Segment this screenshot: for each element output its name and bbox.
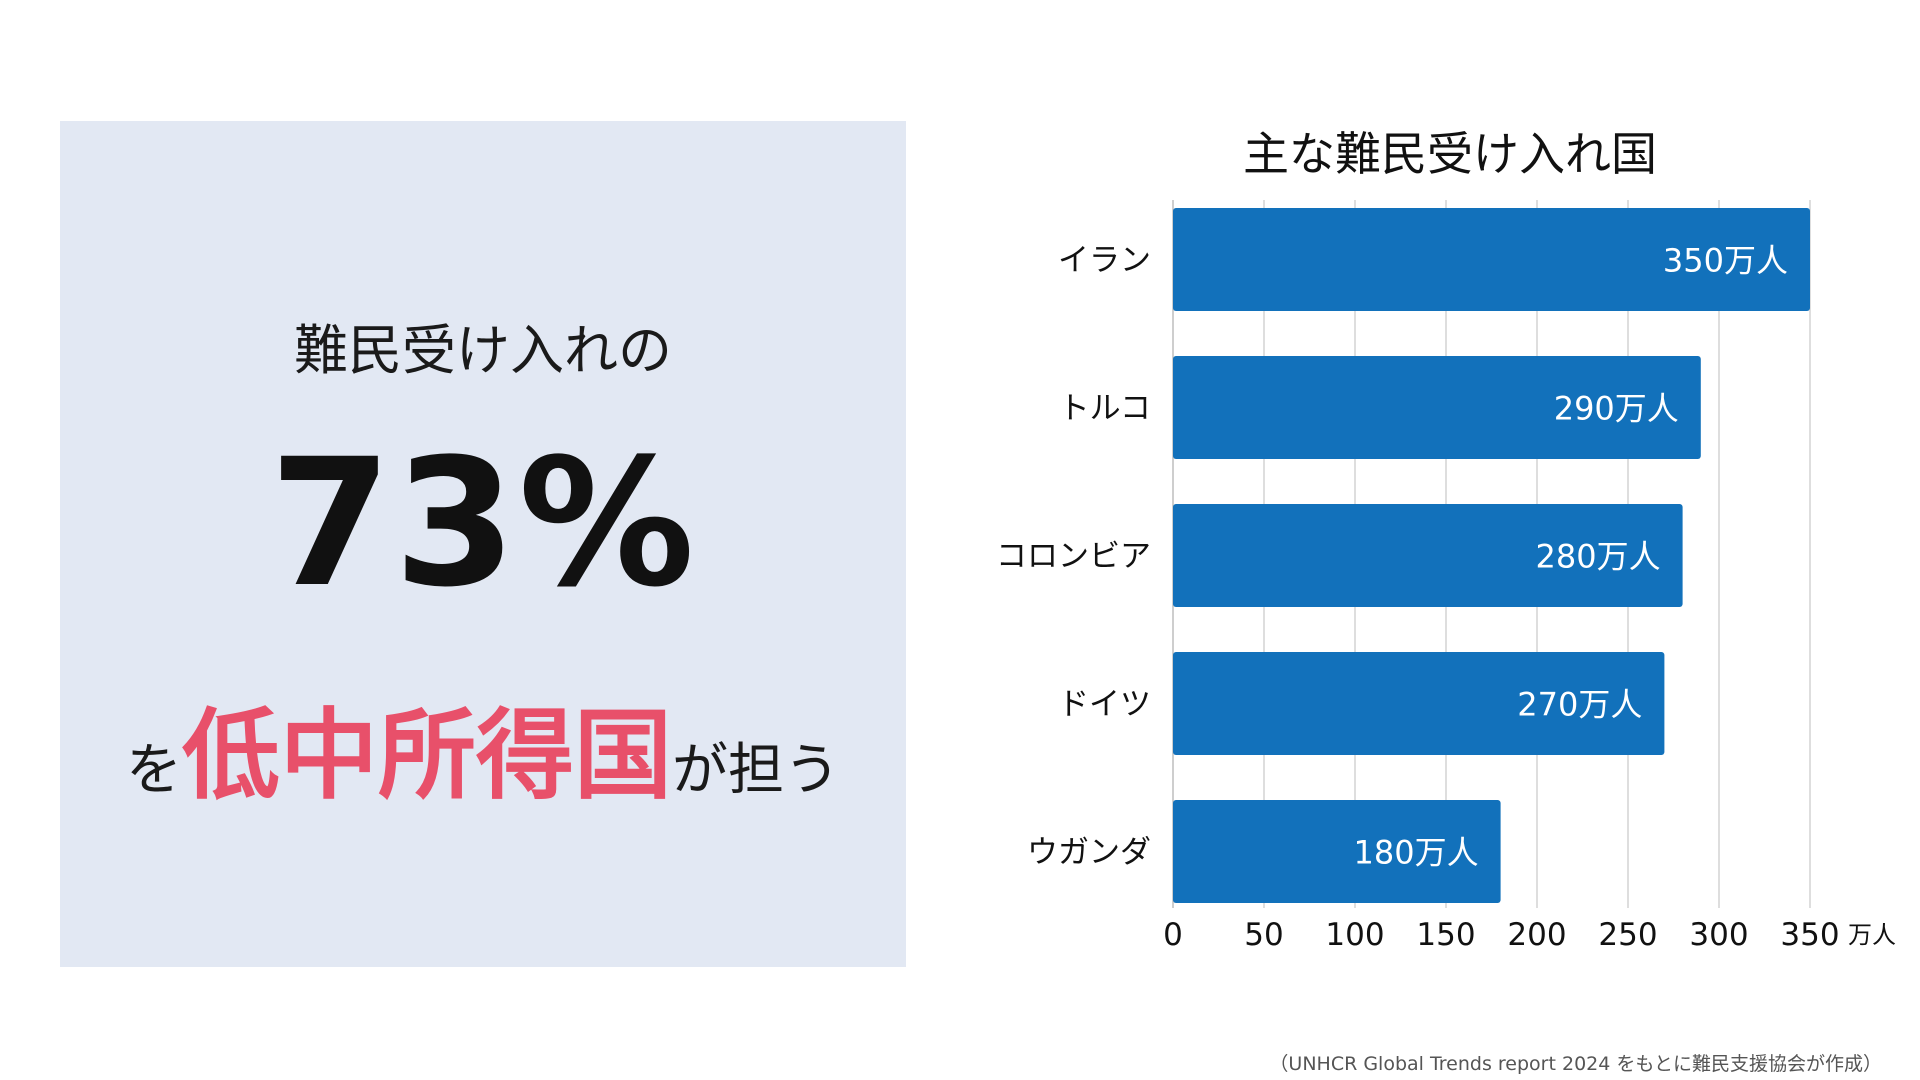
x-tick-label: 200 [1507, 917, 1566, 953]
category-label: ドイツ [1058, 687, 1151, 723]
category-label: コロンビア [996, 539, 1151, 575]
summary-caption-suffix: が担う [672, 738, 840, 803]
x-unit-label: 万人 [1848, 921, 1896, 949]
x-tick-label: 50 [1244, 917, 1283, 953]
category-label: イラン [1058, 243, 1151, 279]
value-label: 280万人 [1536, 538, 1661, 576]
x-tick-label: 100 [1325, 917, 1384, 953]
bar [1173, 652, 1665, 755]
chart-title: 主な難民受け入れ国 [1243, 127, 1657, 181]
source-note: （UNHCR Global Trends report 2024 をもとに難民支… [1269, 1053, 1882, 1075]
summary-caption: を低中所得国が担う [60, 676, 906, 818]
value-label: 270万人 [1517, 686, 1642, 724]
bar [1173, 800, 1501, 903]
bar [1173, 356, 1701, 459]
x-tick-label: 350 [1780, 917, 1839, 953]
x-tick-label: 150 [1416, 917, 1475, 953]
summary-caption-highlight: 低中所得国 [181, 699, 672, 813]
category-label: トルコ [1059, 391, 1151, 427]
bar [1173, 504, 1683, 607]
value-label: 180万人 [1354, 834, 1479, 872]
summary-panel: 難民受け入れの 73% を低中所得国が担う [60, 121, 906, 967]
summary-percentage: 73% [269, 421, 697, 626]
x-tick-label: 0 [1163, 917, 1183, 953]
category-label: ウガンダ [1027, 835, 1151, 871]
x-tick-label: 250 [1598, 917, 1657, 953]
bar [1173, 208, 1810, 311]
value-label: 350万人 [1663, 242, 1788, 280]
value-label: 290万人 [1554, 390, 1679, 428]
summary-caption-prefix: を [125, 738, 182, 803]
x-tick-label: 300 [1689, 917, 1748, 953]
summary-heading: 難民受け入れの [294, 319, 672, 382]
